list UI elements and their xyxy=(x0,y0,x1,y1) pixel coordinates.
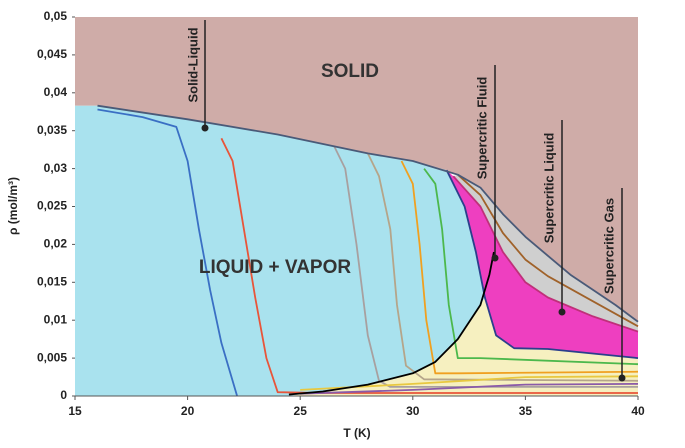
pointer-dot xyxy=(491,254,499,262)
y-tick-label: 0,01 xyxy=(44,312,68,326)
annotation-text: Supercritic Gas xyxy=(601,198,616,294)
x-tick-label: 30 xyxy=(406,404,420,418)
y-tick-label: 0,04 xyxy=(44,85,68,99)
annotation: Supercritic Fluid xyxy=(474,65,499,262)
region xyxy=(453,174,638,332)
series-line xyxy=(288,251,495,396)
y-tick-label: 0,035 xyxy=(37,123,67,137)
x-tick-label: 15 xyxy=(68,404,82,418)
series-line xyxy=(452,175,639,333)
x-tick-label: 40 xyxy=(631,404,645,418)
region xyxy=(446,170,638,359)
annotation-text: Solid-Liquid xyxy=(185,27,200,102)
series-line xyxy=(300,383,639,395)
annotation-text: Supercritic Liquid xyxy=(541,133,556,244)
x-axis-label: T (K) xyxy=(343,426,370,440)
x-tick-label: 20 xyxy=(181,404,195,418)
y-tick-label: 0,015 xyxy=(37,274,67,288)
region xyxy=(75,17,638,322)
region-label: SOLID xyxy=(321,61,379,82)
region xyxy=(75,105,485,396)
y-tick-label: 0,025 xyxy=(37,199,67,213)
series-line xyxy=(423,168,639,366)
series-line xyxy=(97,104,639,323)
y-tick-label: 0,045 xyxy=(37,47,67,61)
series-line xyxy=(400,160,639,375)
pointer-dot xyxy=(201,124,209,132)
y-tick-label: 0,005 xyxy=(37,350,67,364)
series-line xyxy=(457,174,639,328)
series-line xyxy=(333,145,638,388)
annotation: Supercritic Gas xyxy=(601,188,626,382)
annotation: Supercritic Liquid xyxy=(541,120,566,316)
series-line xyxy=(366,153,639,382)
pointer-dot xyxy=(618,374,626,382)
annotation-text: Supercritic Fluid xyxy=(474,77,489,180)
y-tick-label: 0,05 xyxy=(44,9,68,23)
y-tick-label: 0,03 xyxy=(44,161,68,175)
series-line xyxy=(445,169,639,359)
region-label: LIQUID + VAPOR xyxy=(199,257,351,278)
y-tick-label: 0,02 xyxy=(44,237,68,251)
lines xyxy=(97,104,639,397)
y-tick-label: 0 xyxy=(60,388,67,402)
pointer-dot xyxy=(558,308,566,316)
region xyxy=(288,297,638,396)
annotation: Solid-Liquid xyxy=(185,20,209,132)
regions xyxy=(75,17,638,396)
x-tick-label: 25 xyxy=(294,404,308,418)
series-line xyxy=(97,108,238,397)
axes: 15 20 25 30 35 40 0 0,005 0,01 0,015 0,02 0,025 0,03… xyxy=(37,9,645,418)
x-tick-label: 35 xyxy=(519,404,533,418)
y-axis-label: ρ (mol/m³) xyxy=(6,177,20,235)
